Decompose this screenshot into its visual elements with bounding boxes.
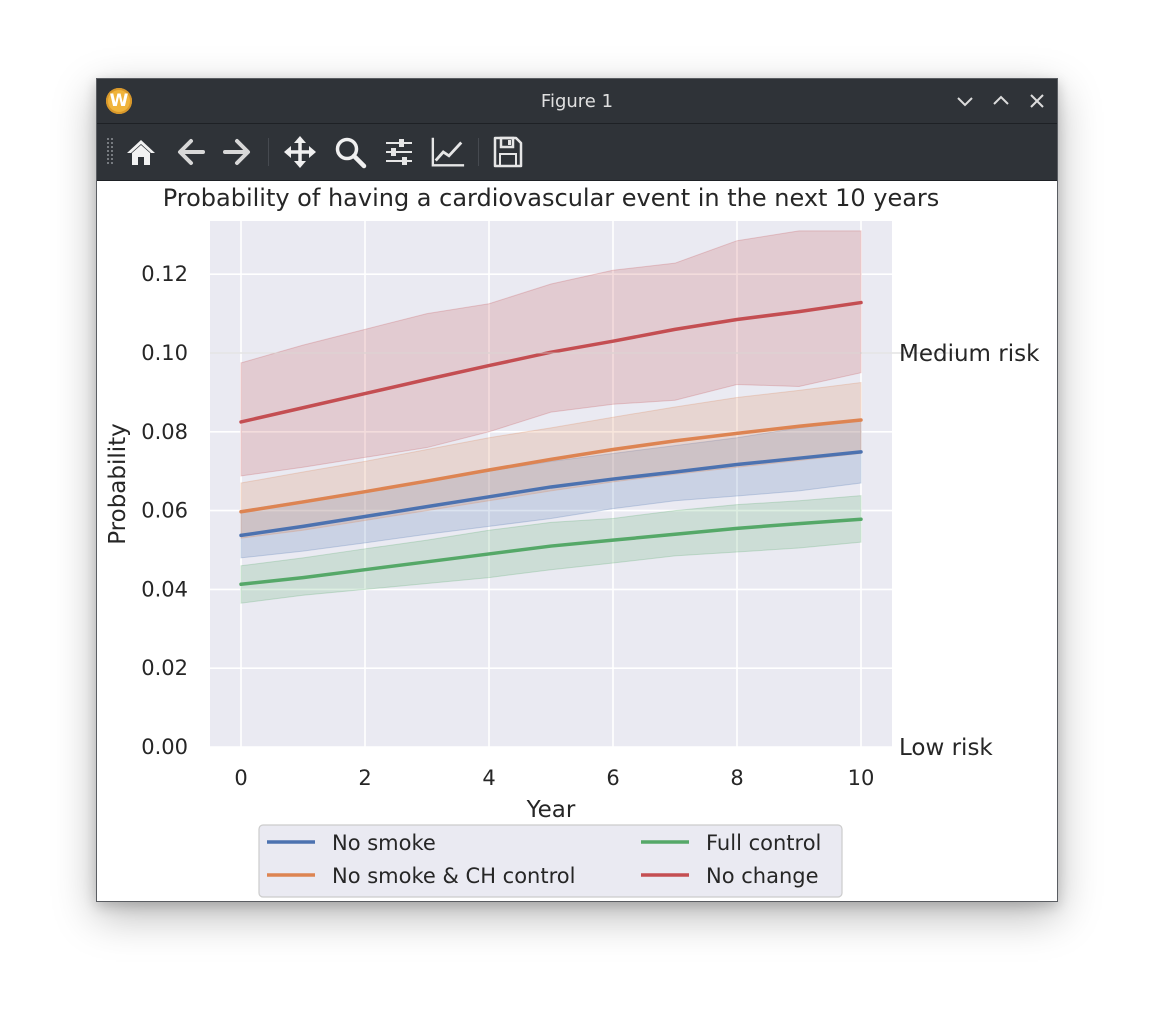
- y-tick-label: 0.06: [141, 499, 188, 523]
- legend-label: No change: [706, 864, 819, 888]
- title-bar[interactable]: W Figure 1: [97, 79, 1057, 124]
- y-axis-label: Probability: [105, 423, 131, 545]
- legend-label: No smoke: [332, 831, 436, 855]
- back-button[interactable]: [173, 134, 209, 170]
- risk-labels: Medium risk Low risk: [210, 341, 1040, 761]
- edit-axis-icon: [431, 137, 465, 167]
- maximize-button[interactable]: [989, 89, 1013, 113]
- forward-button[interactable]: [219, 134, 255, 170]
- chart-svg: Probability of having a cardiovascular e…: [105, 184, 1040, 898]
- toolbar-separator: [268, 138, 269, 166]
- series-line: [239, 418, 863, 514]
- zoom-button[interactable]: [332, 134, 368, 170]
- y-tick-label: 0.02: [141, 656, 188, 680]
- series-line: [239, 450, 863, 538]
- configure-subplots-button[interactable]: [381, 134, 417, 170]
- pan-icon: [284, 136, 316, 168]
- chart-title: Probability of having a cardiovascular e…: [163, 184, 940, 212]
- close-button[interactable]: [1025, 89, 1049, 113]
- x-tick-label: 6: [606, 766, 619, 790]
- home-icon: [127, 140, 155, 165]
- configure-subplots-icon: [386, 139, 412, 165]
- tick-labels: 0 2 4 6 8 10 0.00 0.02 0.04 0.06 0.08 0.10 0.12: [141, 262, 874, 790]
- app-icon: W: [106, 88, 132, 114]
- save-icon: [493, 136, 523, 168]
- forward-arrow-icon: [223, 139, 250, 165]
- y-tick-label: 0.04: [141, 577, 188, 601]
- figure-canvas[interactable]: Probability of having a cardiovascular e…: [97, 181, 1057, 901]
- back-arrow-icon: [178, 139, 205, 165]
- legend: No smoke No smoke & CH control Full contro…: [258, 824, 843, 898]
- navigation-toolbar: [97, 124, 1057, 181]
- x-tick-label: 10: [848, 766, 875, 790]
- home-button[interactable]: [123, 134, 159, 170]
- window-title: Figure 1: [540, 91, 614, 112]
- y-tick-label: 0.12: [141, 262, 188, 286]
- save-button[interactable]: [490, 134, 526, 170]
- legend-label: No smoke & CH control: [332, 864, 575, 888]
- legend-label: Full control: [706, 831, 821, 855]
- zoom-icon: [335, 137, 367, 169]
- close-icon: [1030, 94, 1044, 108]
- confidence-band: [240, 495, 862, 604]
- x-tick-label: 2: [358, 766, 371, 790]
- series-line: [239, 300, 863, 424]
- x-tick-label: 8: [730, 766, 743, 790]
- y-tick-label: 0.10: [141, 341, 188, 365]
- figure-window: W Figure 1: [96, 78, 1058, 902]
- medium-risk-label: Medium risk: [899, 341, 1040, 367]
- toolbar-grip-icon[interactable]: [107, 138, 113, 168]
- pan-button[interactable]: [282, 134, 318, 170]
- edit-axis-button[interactable]: [430, 134, 466, 170]
- low-risk-label: Low risk: [899, 735, 993, 761]
- chevron-up-icon: [993, 95, 1009, 105]
- x-tick-label: 4: [482, 766, 495, 790]
- toolbar-separator: [478, 138, 479, 166]
- y-tick-label: 0.00: [141, 735, 188, 759]
- grid-lines: [210, 221, 892, 748]
- chevron-down-icon: [957, 97, 973, 107]
- series-lines: [239, 300, 863, 587]
- x-tick-label: 0: [234, 766, 247, 790]
- plot-area: [210, 221, 892, 747]
- legend-box: [258, 824, 843, 898]
- series-line: [239, 517, 863, 587]
- x-axis-label: Year: [526, 797, 576, 823]
- minimize-button[interactable]: [953, 89, 977, 113]
- y-tick-label: 0.08: [141, 420, 188, 444]
